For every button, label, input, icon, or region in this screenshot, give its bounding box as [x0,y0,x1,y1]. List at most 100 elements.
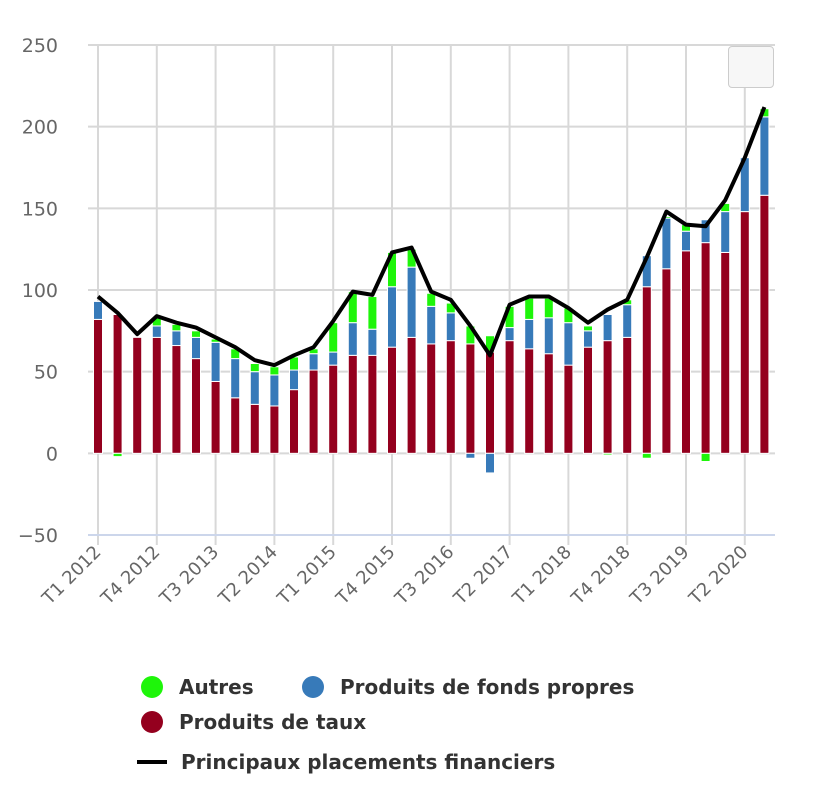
bar-segment-produits-de-taux [210,380,221,454]
bar-segment-autres [524,297,535,320]
legend-marker-autres [141,676,163,698]
line-principaux-placements [96,106,767,368]
bar-segment-produits-de-taux [504,340,515,454]
bar-segment-autres [269,366,280,376]
bar-segment-produits-de-fonds-propres [524,318,535,350]
bar-segment-produits-de-taux [230,397,241,454]
bar-segment-produits-de-fonds-propres [622,304,633,338]
x-tick-label: T2 2014 [214,542,282,610]
legend-item-fonds-propres[interactable]: Produits de fonds propres [302,675,634,699]
y-tick-label: 50 [34,362,58,384]
bar-segment-produits-de-taux [739,211,750,454]
bar-segment-autres [426,292,437,307]
bar-segment-produits-de-taux [387,346,397,454]
bar-segment-produits-de-taux [485,351,495,454]
bar-segment-produits-de-taux [328,364,339,454]
bar-segment-produits-de-taux [563,364,574,454]
bar-segment-produits-de-taux [622,336,633,454]
x-tick-label: T4 2018 [567,542,635,610]
bar-segment-produits-de-taux [543,353,554,454]
legend-label: Autres [179,675,254,699]
bar-segment-produits-de-fonds-propres [171,330,182,347]
legend-item-autres[interactable]: Autres [141,675,254,699]
bar-segment-produits-de-fonds-propres [759,116,770,196]
x-tick-label: T1 2015 [273,542,341,610]
legend-marker-fonds-propres [302,676,324,698]
bar-segment-produits-de-taux [602,340,613,454]
bar-segment-produits-de-fonds-propres [465,452,476,459]
bar-segment-produits-de-taux [132,336,143,454]
bar-segment-produits-de-fonds-propres [289,369,299,391]
legend-item-produits-de-taux[interactable]: Produits de taux [141,710,366,734]
bar-segment-produits-de-taux [249,403,260,454]
bar-segment-produits-de-fonds-propres [661,217,672,270]
bar-segment-produits-de-taux [445,340,456,454]
bar-segment-produits-de-taux [661,268,672,454]
bar-segment-produits-de-taux [269,405,280,454]
bar-segment-produits-de-taux [641,286,652,454]
chart-menu-button[interactable] [728,46,774,88]
bar-segment-produits-de-taux [426,343,437,454]
bar-segment-autres [367,296,378,330]
legend-item-principaux-placements[interactable]: Principaux placements financiers [137,750,556,774]
legend-marker-produits-de-taux [141,711,163,733]
bar-segment-produits-de-fonds-propres [426,305,437,345]
legend-label: Produits de taux [179,710,367,734]
bar-segment-produits-de-fonds-propres [485,452,495,474]
bar-segment-produits-de-fonds-propres [563,322,574,366]
y-tick-label: −50 [18,525,58,547]
bar-segment-autres [112,452,123,458]
x-tick-label: T3 2019 [626,542,694,610]
bar-segment-produits-de-fonds-propres [269,374,280,407]
bar-segment-produits-de-taux [720,251,731,454]
y-tick-label: 200 [22,117,58,139]
bar-segment-produits-de-taux [759,194,770,454]
bar-segment-produits-de-fonds-propres [151,325,162,338]
x-tick-label: T3 2013 [155,542,223,610]
bar-segment-produits-de-taux [191,358,201,454]
bar-segment-produits-de-fonds-propres [191,336,201,360]
y-tick-label: 150 [22,198,58,220]
bar-segment-produits-de-taux [93,318,103,454]
x-tick-label: T4 2015 [332,542,400,610]
bar-segment-produits-de-fonds-propres [583,330,593,348]
y-tick-label: 0 [46,443,58,465]
bar-segment-produits-de-fonds-propres [602,314,613,342]
bar-segment-produits-de-fonds-propres [308,353,319,371]
bar-segment-produits-de-fonds-propres [230,358,241,399]
x-tick-label: T1 2012 [38,542,106,610]
bar-segment-produits-de-taux [681,250,691,454]
bar-segment-produits-de-taux [524,348,535,454]
bar-segment-produits-de-fonds-propres [387,286,397,348]
bar-segment-produits-de-taux [289,389,299,454]
bar-segment-produits-de-taux [465,343,476,454]
bar-segment-produits-de-taux [151,336,162,454]
bar-segment-produits-de-fonds-propres [347,322,358,356]
legend-label: Principaux placements financiers [181,750,556,774]
bar-segment-produits-de-taux [700,242,711,454]
x-tick-label: T2 2020 [684,542,752,610]
legend-label: Produits de fonds propres [340,675,635,699]
bar-segment-autres [583,325,593,332]
x-tick-label: T3 2016 [390,542,458,610]
y-tick-label: 100 [22,280,58,302]
bar-segment-produits-de-fonds-propres [720,211,731,253]
x-tick-label: T1 2018 [508,542,576,610]
bar-segment-produits-de-fonds-propres [210,341,221,382]
bar-segment-produits-de-fonds-propres [681,230,691,252]
bar-segment-produits-de-taux [583,346,593,454]
bar-segment-autres [700,452,711,463]
bar-segment-produits-de-fonds-propres [445,312,456,342]
bar-segment-produits-de-fonds-propres [504,327,515,342]
y-tick-label: 250 [22,35,58,57]
bar-segment-produits-de-taux [347,354,358,454]
bar-segment-produits-de-fonds-propres [543,317,554,355]
bar-segment-produits-de-taux [367,354,378,454]
bar-segment-produits-de-taux [112,314,123,454]
bar-segment-autres [641,452,652,459]
bar-segment-autres [602,452,613,456]
x-tick-label: T4 2012 [96,542,164,610]
bar-segment-autres [191,330,201,338]
